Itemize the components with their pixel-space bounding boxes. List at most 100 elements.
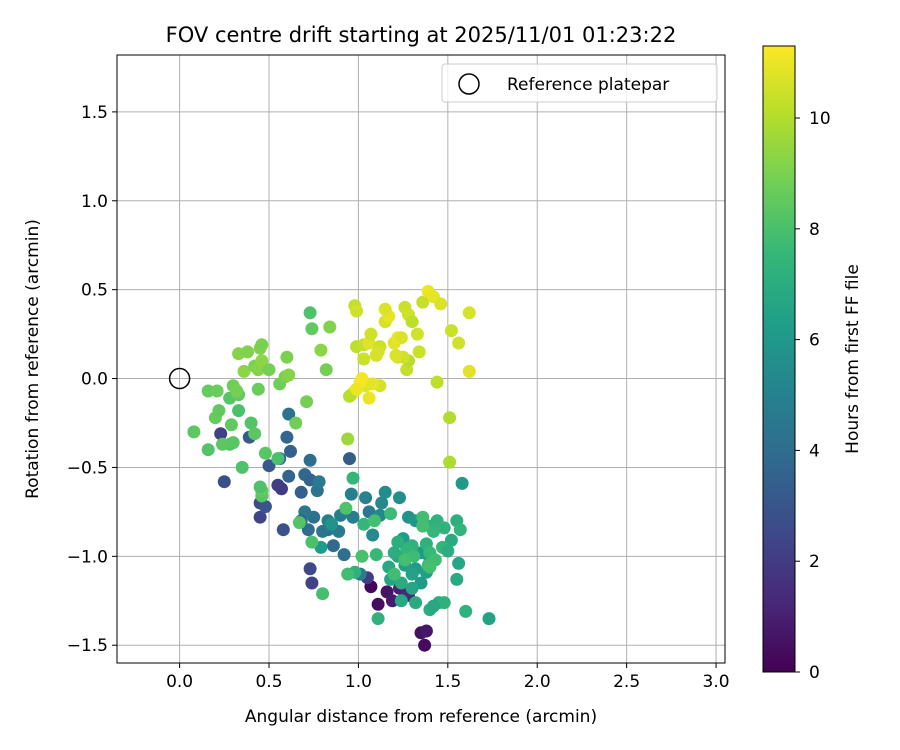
data-point xyxy=(423,560,437,574)
x-tick-label: 0.5 xyxy=(255,672,282,692)
data-point xyxy=(443,411,457,425)
data-point xyxy=(371,345,385,359)
data-point xyxy=(350,382,364,396)
data-point xyxy=(344,487,358,501)
data-point xyxy=(405,567,419,581)
colorbar-tick-label: 10 xyxy=(809,109,831,129)
data-point xyxy=(300,395,314,409)
colorbar-tick-label: 0 xyxy=(809,663,820,683)
y-tick-label: 0.0 xyxy=(81,370,108,390)
data-point xyxy=(444,324,458,338)
y-tick-label: −1.0 xyxy=(67,547,108,567)
data-point xyxy=(258,500,272,514)
data-point xyxy=(305,535,319,549)
x-tick-label: 2.5 xyxy=(613,672,640,692)
data-point xyxy=(255,354,269,368)
data-point xyxy=(303,562,317,576)
legend-box xyxy=(441,63,718,103)
data-point xyxy=(444,533,458,547)
colorbar-tick-label: 4 xyxy=(809,441,820,461)
reference-marker-group xyxy=(168,367,191,390)
data-point xyxy=(394,594,408,608)
data-point xyxy=(350,304,364,318)
data-point xyxy=(343,452,356,466)
data-point xyxy=(284,444,297,458)
legend-reference-icon xyxy=(458,73,480,95)
data-point xyxy=(398,553,412,567)
data-point xyxy=(258,446,272,460)
data-point xyxy=(443,455,457,469)
x-tick-label: 0.0 xyxy=(166,672,193,692)
colorbar-label: Hours from first FF file xyxy=(843,264,863,454)
colorbar-tick-label: 8 xyxy=(809,220,820,240)
data-point xyxy=(391,535,405,549)
y-axis-label: Rotation from reference (arcmin) xyxy=(23,219,43,499)
data-point xyxy=(187,425,201,439)
data-point xyxy=(341,432,355,446)
data-point xyxy=(364,327,378,341)
data-point xyxy=(359,491,373,505)
data-point xyxy=(339,501,353,515)
data-point xyxy=(405,581,419,595)
y-axis-ticks: −1.5 −1.0 −0.5 0.0 0.5 1.0 1.5 xyxy=(67,103,117,656)
data-point xyxy=(326,539,340,553)
data-point xyxy=(316,587,330,601)
reference-platepar-marker xyxy=(168,367,191,390)
data-point xyxy=(371,597,385,611)
data-point xyxy=(410,327,424,341)
x-tick-label: 2.0 xyxy=(524,672,551,692)
data-point xyxy=(341,567,355,581)
x-tick-label: 1.5 xyxy=(434,672,461,692)
data-point xyxy=(216,437,229,451)
data-point xyxy=(416,510,430,524)
data-point xyxy=(409,596,423,610)
data-point xyxy=(323,320,337,334)
data-point xyxy=(362,391,376,405)
x-tick-label: 3.0 xyxy=(703,672,730,692)
data-point xyxy=(437,596,451,610)
data-point xyxy=(452,336,466,350)
data-point xyxy=(275,482,288,496)
data-point xyxy=(271,452,285,466)
chart-title: FOV centre drift starting at 2025/11/01 … xyxy=(166,23,677,47)
data-point xyxy=(314,343,328,357)
plot-frame xyxy=(116,54,726,664)
data-point xyxy=(482,612,496,626)
data-point xyxy=(303,453,317,467)
data-point xyxy=(292,516,306,530)
data-point xyxy=(282,407,296,421)
y-tick-label: 0.5 xyxy=(81,281,108,301)
data-point xyxy=(282,469,296,483)
colorbar-tick-label: 2 xyxy=(809,552,820,572)
data-point xyxy=(378,485,392,499)
data-point xyxy=(394,331,408,345)
colorbar-gradient xyxy=(762,45,796,673)
data-point xyxy=(427,599,440,613)
data-point xyxy=(430,514,444,528)
legend-entry-reference: Reference platepar xyxy=(507,75,669,95)
x-tick-label: 1.0 xyxy=(345,672,372,692)
data-point xyxy=(262,459,276,473)
y-tick-label: −1.5 xyxy=(67,636,108,656)
data-point xyxy=(253,510,267,524)
colorbar-ticks: 0 2 4 6 8 10 xyxy=(795,109,831,683)
data-point xyxy=(253,480,267,494)
data-point xyxy=(282,368,296,382)
data-point xyxy=(387,567,401,581)
data-point xyxy=(387,546,401,560)
data-point xyxy=(325,517,339,531)
data-point xyxy=(416,519,430,533)
data-point xyxy=(230,384,244,398)
x-axis-ticks: 0.0 0.5 1.0 1.5 2.0 2.5 3.0 xyxy=(166,663,730,692)
data-point xyxy=(366,528,380,542)
data-point xyxy=(232,404,246,418)
data-point xyxy=(405,315,419,329)
data-point xyxy=(355,549,369,563)
data-point xyxy=(319,363,333,377)
data-point xyxy=(455,476,469,490)
data-point xyxy=(368,514,381,528)
data-point xyxy=(226,436,240,450)
data-point xyxy=(450,572,464,586)
